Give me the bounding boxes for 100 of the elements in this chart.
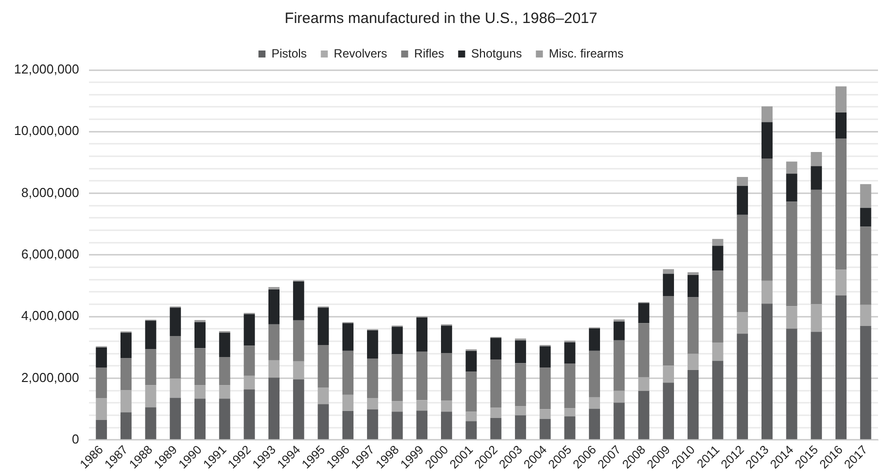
bar bbox=[293, 379, 304, 440]
y-tick-label: 6,000,000 bbox=[21, 246, 80, 262]
bar bbox=[564, 364, 576, 408]
bar bbox=[638, 303, 650, 324]
bar bbox=[96, 398, 107, 420]
bar bbox=[614, 390, 625, 403]
bar bbox=[712, 246, 724, 271]
bar bbox=[244, 346, 255, 376]
bar bbox=[392, 401, 403, 412]
bar bbox=[318, 404, 329, 440]
bar bbox=[96, 420, 107, 440]
bar bbox=[145, 385, 156, 408]
bar bbox=[194, 385, 206, 399]
bar bbox=[810, 332, 822, 440]
bar bbox=[219, 357, 230, 386]
legend-label: Revolvers bbox=[334, 46, 388, 60]
bar bbox=[145, 349, 156, 386]
bar bbox=[712, 238, 724, 246]
bar bbox=[416, 351, 428, 400]
bar bbox=[688, 275, 699, 298]
bar bbox=[688, 354, 699, 370]
bar bbox=[170, 308, 181, 336]
bar bbox=[194, 322, 206, 348]
bar bbox=[120, 358, 132, 390]
bar bbox=[514, 415, 526, 440]
legend-label: Rifles bbox=[414, 46, 444, 60]
bar bbox=[736, 312, 748, 334]
bar bbox=[638, 377, 650, 391]
bar bbox=[441, 326, 452, 354]
bar bbox=[810, 152, 822, 166]
bar bbox=[244, 314, 255, 346]
bar bbox=[170, 398, 181, 440]
bar bbox=[638, 323, 650, 378]
bar bbox=[786, 174, 798, 202]
bar bbox=[244, 376, 255, 390]
bar bbox=[540, 418, 551, 440]
bar bbox=[712, 270, 724, 343]
y-tick-label: 8,000,000 bbox=[21, 184, 80, 200]
bar bbox=[810, 190, 822, 304]
bar bbox=[392, 412, 403, 440]
bar bbox=[219, 385, 230, 399]
bar bbox=[466, 372, 477, 412]
bar bbox=[514, 406, 526, 416]
bar bbox=[588, 397, 600, 409]
bar bbox=[614, 340, 625, 391]
bar bbox=[268, 290, 280, 324]
bar bbox=[614, 402, 625, 440]
bar bbox=[490, 418, 502, 440]
bar bbox=[441, 353, 452, 401]
bar bbox=[342, 394, 354, 411]
y-tick-label: 12,000,000 bbox=[14, 62, 80, 77]
bar bbox=[786, 202, 798, 306]
bar bbox=[662, 366, 674, 383]
bar bbox=[293, 361, 304, 380]
bar bbox=[736, 176, 748, 186]
bar bbox=[293, 281, 304, 320]
bar bbox=[614, 319, 625, 322]
bar bbox=[342, 323, 354, 351]
bar bbox=[392, 354, 403, 402]
bar bbox=[688, 297, 699, 354]
bar bbox=[441, 400, 452, 412]
bar bbox=[170, 378, 181, 398]
bar bbox=[466, 350, 477, 372]
y-tick-label: 2,000,000 bbox=[21, 370, 80, 385]
bar bbox=[342, 350, 354, 395]
bar bbox=[540, 368, 551, 410]
bar bbox=[392, 326, 403, 354]
bar bbox=[662, 296, 674, 366]
bar bbox=[762, 280, 773, 304]
bar bbox=[293, 320, 304, 362]
bar bbox=[860, 208, 872, 227]
bar bbox=[540, 409, 551, 419]
bar bbox=[835, 86, 847, 113]
bar bbox=[540, 346, 551, 368]
bar bbox=[835, 138, 847, 270]
bar bbox=[810, 304, 822, 332]
bar bbox=[810, 166, 822, 190]
bar bbox=[588, 408, 600, 440]
bar bbox=[96, 347, 107, 368]
legend-label: Misc. firearms bbox=[548, 46, 624, 60]
bar bbox=[762, 158, 773, 281]
bar bbox=[564, 408, 576, 416]
bar bbox=[490, 338, 502, 360]
bar bbox=[762, 304, 773, 440]
bar bbox=[367, 409, 378, 440]
bar bbox=[416, 400, 428, 411]
bar bbox=[342, 410, 354, 440]
bar bbox=[762, 106, 773, 122]
bar bbox=[564, 416, 576, 440]
bar bbox=[860, 184, 872, 208]
bar bbox=[514, 340, 526, 364]
bar bbox=[96, 367, 107, 398]
bar bbox=[835, 295, 847, 440]
bar bbox=[762, 122, 773, 158]
bar bbox=[120, 412, 132, 440]
bar bbox=[860, 226, 872, 305]
bar bbox=[490, 408, 502, 418]
y-tick-label: 10,000,000 bbox=[14, 123, 80, 138]
bar bbox=[786, 328, 798, 440]
bar bbox=[860, 304, 872, 326]
